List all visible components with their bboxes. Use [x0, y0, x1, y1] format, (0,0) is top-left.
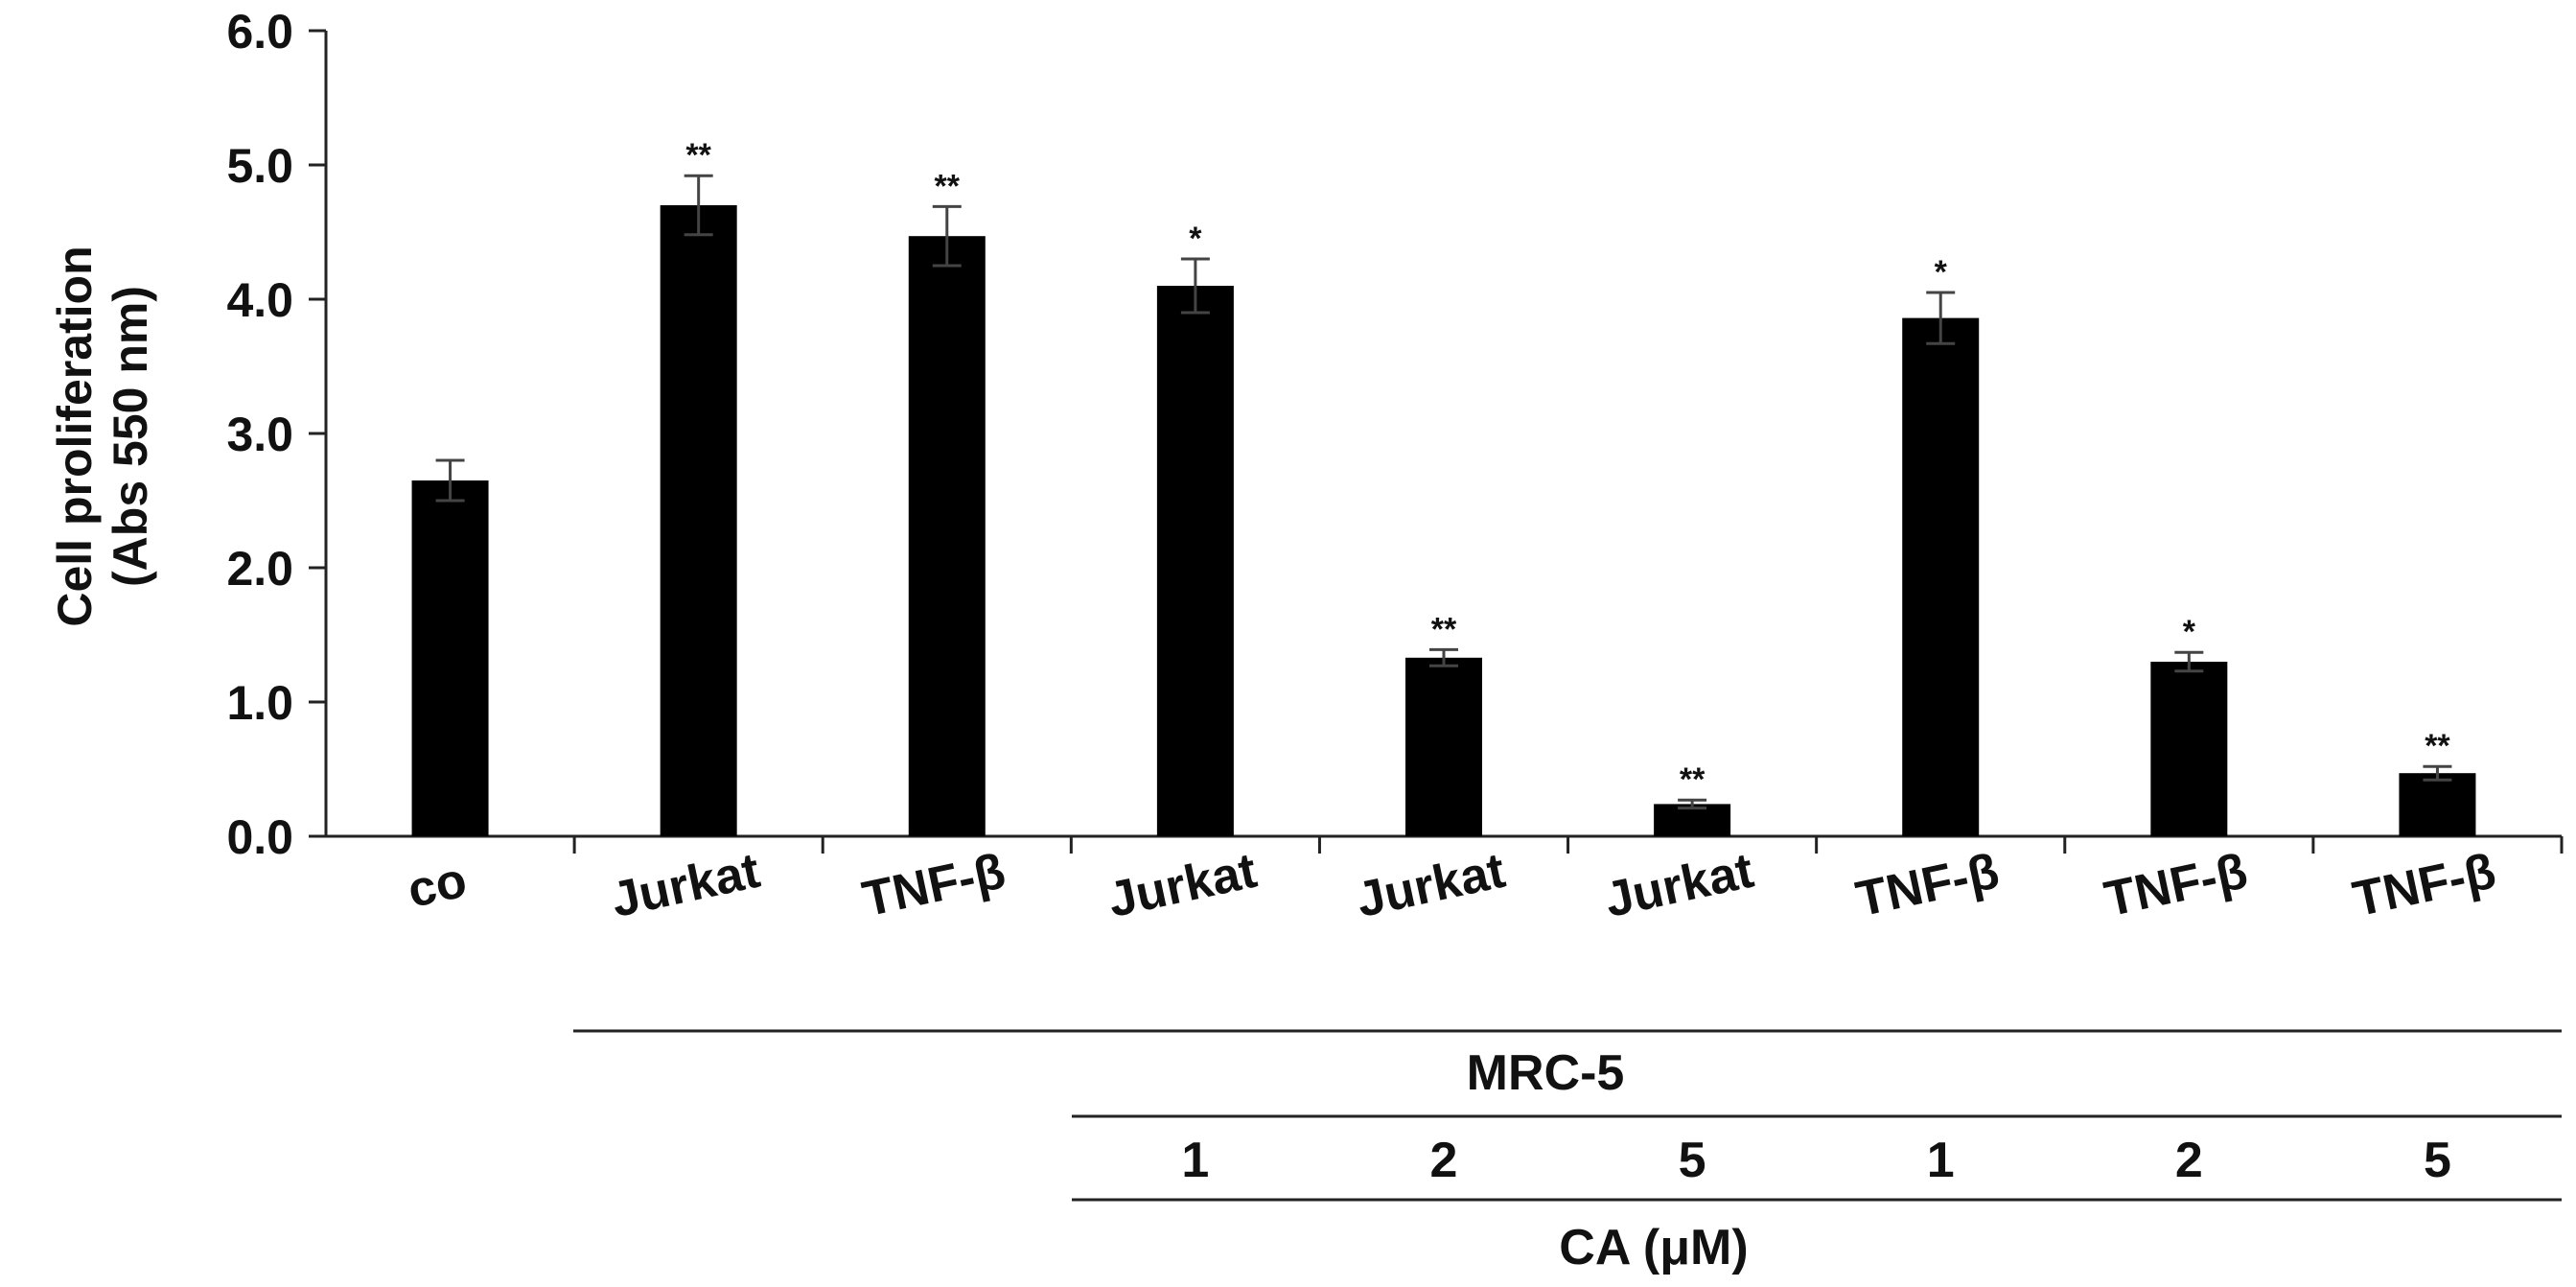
group-annotations: MRC-5 1 2 5 1 2 5 CA (μM) — [573, 1029, 2562, 1275]
y-axis-title-line1: Cell proliferation — [48, 246, 102, 626]
y-tick-label: 2.0 — [226, 542, 293, 596]
y-tick-label: 0.0 — [226, 810, 293, 864]
significance-marker: ** — [2425, 728, 2450, 764]
y-tick-label: 4.0 — [226, 273, 293, 327]
bar — [1902, 317, 1980, 837]
ca-concentration: 1 — [1181, 1133, 1209, 1188]
y-tick-label: 1.0 — [226, 676, 293, 730]
significance-marker: * — [2183, 614, 2196, 650]
ca-label: CA (μM) — [1559, 1220, 1748, 1275]
bar — [411, 480, 489, 836]
x-tick-label: TNF-β — [2348, 843, 2500, 927]
x-tick-label: Jurkat — [1352, 843, 1510, 928]
significance-marker: * — [1935, 254, 1948, 291]
y-tick-label: 5.0 — [226, 139, 293, 193]
category-labels: co Jurkat TNF-β Jurkat Jurkat Jurkat TNF-β TNF-… — [403, 843, 2500, 928]
ca-values: 1 2 5 1 2 5 — [1181, 1133, 2450, 1188]
y-tick-label: 6.0 — [226, 5, 293, 58]
x-tick-label: TNF-β — [2100, 843, 2252, 927]
bar — [2399, 773, 2476, 836]
x-tick-label: Jurkat — [607, 843, 765, 928]
bar — [1156, 286, 1234, 836]
significance-marker: ** — [1431, 611, 1457, 647]
bars: ************* — [411, 137, 2476, 837]
ca-concentration: 2 — [2175, 1133, 2203, 1188]
significance-marker: * — [1189, 221, 1202, 257]
ca-concentration: 2 — [1430, 1133, 1458, 1188]
bar — [908, 236, 986, 836]
significance-marker: ** — [685, 137, 711, 174]
bar — [1405, 657, 1482, 836]
ca-concentration: 5 — [1679, 1133, 1706, 1188]
bar — [660, 205, 737, 836]
x-tick-label: Jurkat — [1600, 843, 1758, 928]
significance-marker: ** — [935, 168, 961, 204]
x-tick-label: co — [403, 853, 471, 919]
y-axis-title-line2: (Abs 550 nm) — [104, 286, 157, 587]
y-axis: 0.0 1.0 2.0 3.0 4.0 5.0 6.0 — [226, 5, 328, 864]
y-axis-title: Cell proliferation (Abs 550 nm) — [48, 246, 157, 626]
bar — [2150, 662, 2228, 836]
mrc5-label: MRC-5 — [1467, 1045, 1625, 1101]
ca-concentration: 1 — [1927, 1133, 1955, 1188]
x-tick-label: TNF-β — [858, 843, 1010, 927]
significance-marker: ** — [1680, 761, 1706, 798]
ca-concentration: 5 — [2424, 1133, 2451, 1188]
x-tick-label: Jurkat — [1103, 843, 1262, 928]
y-tick-label: 3.0 — [226, 408, 293, 461]
x-tick-label: TNF-β — [1851, 843, 2004, 927]
